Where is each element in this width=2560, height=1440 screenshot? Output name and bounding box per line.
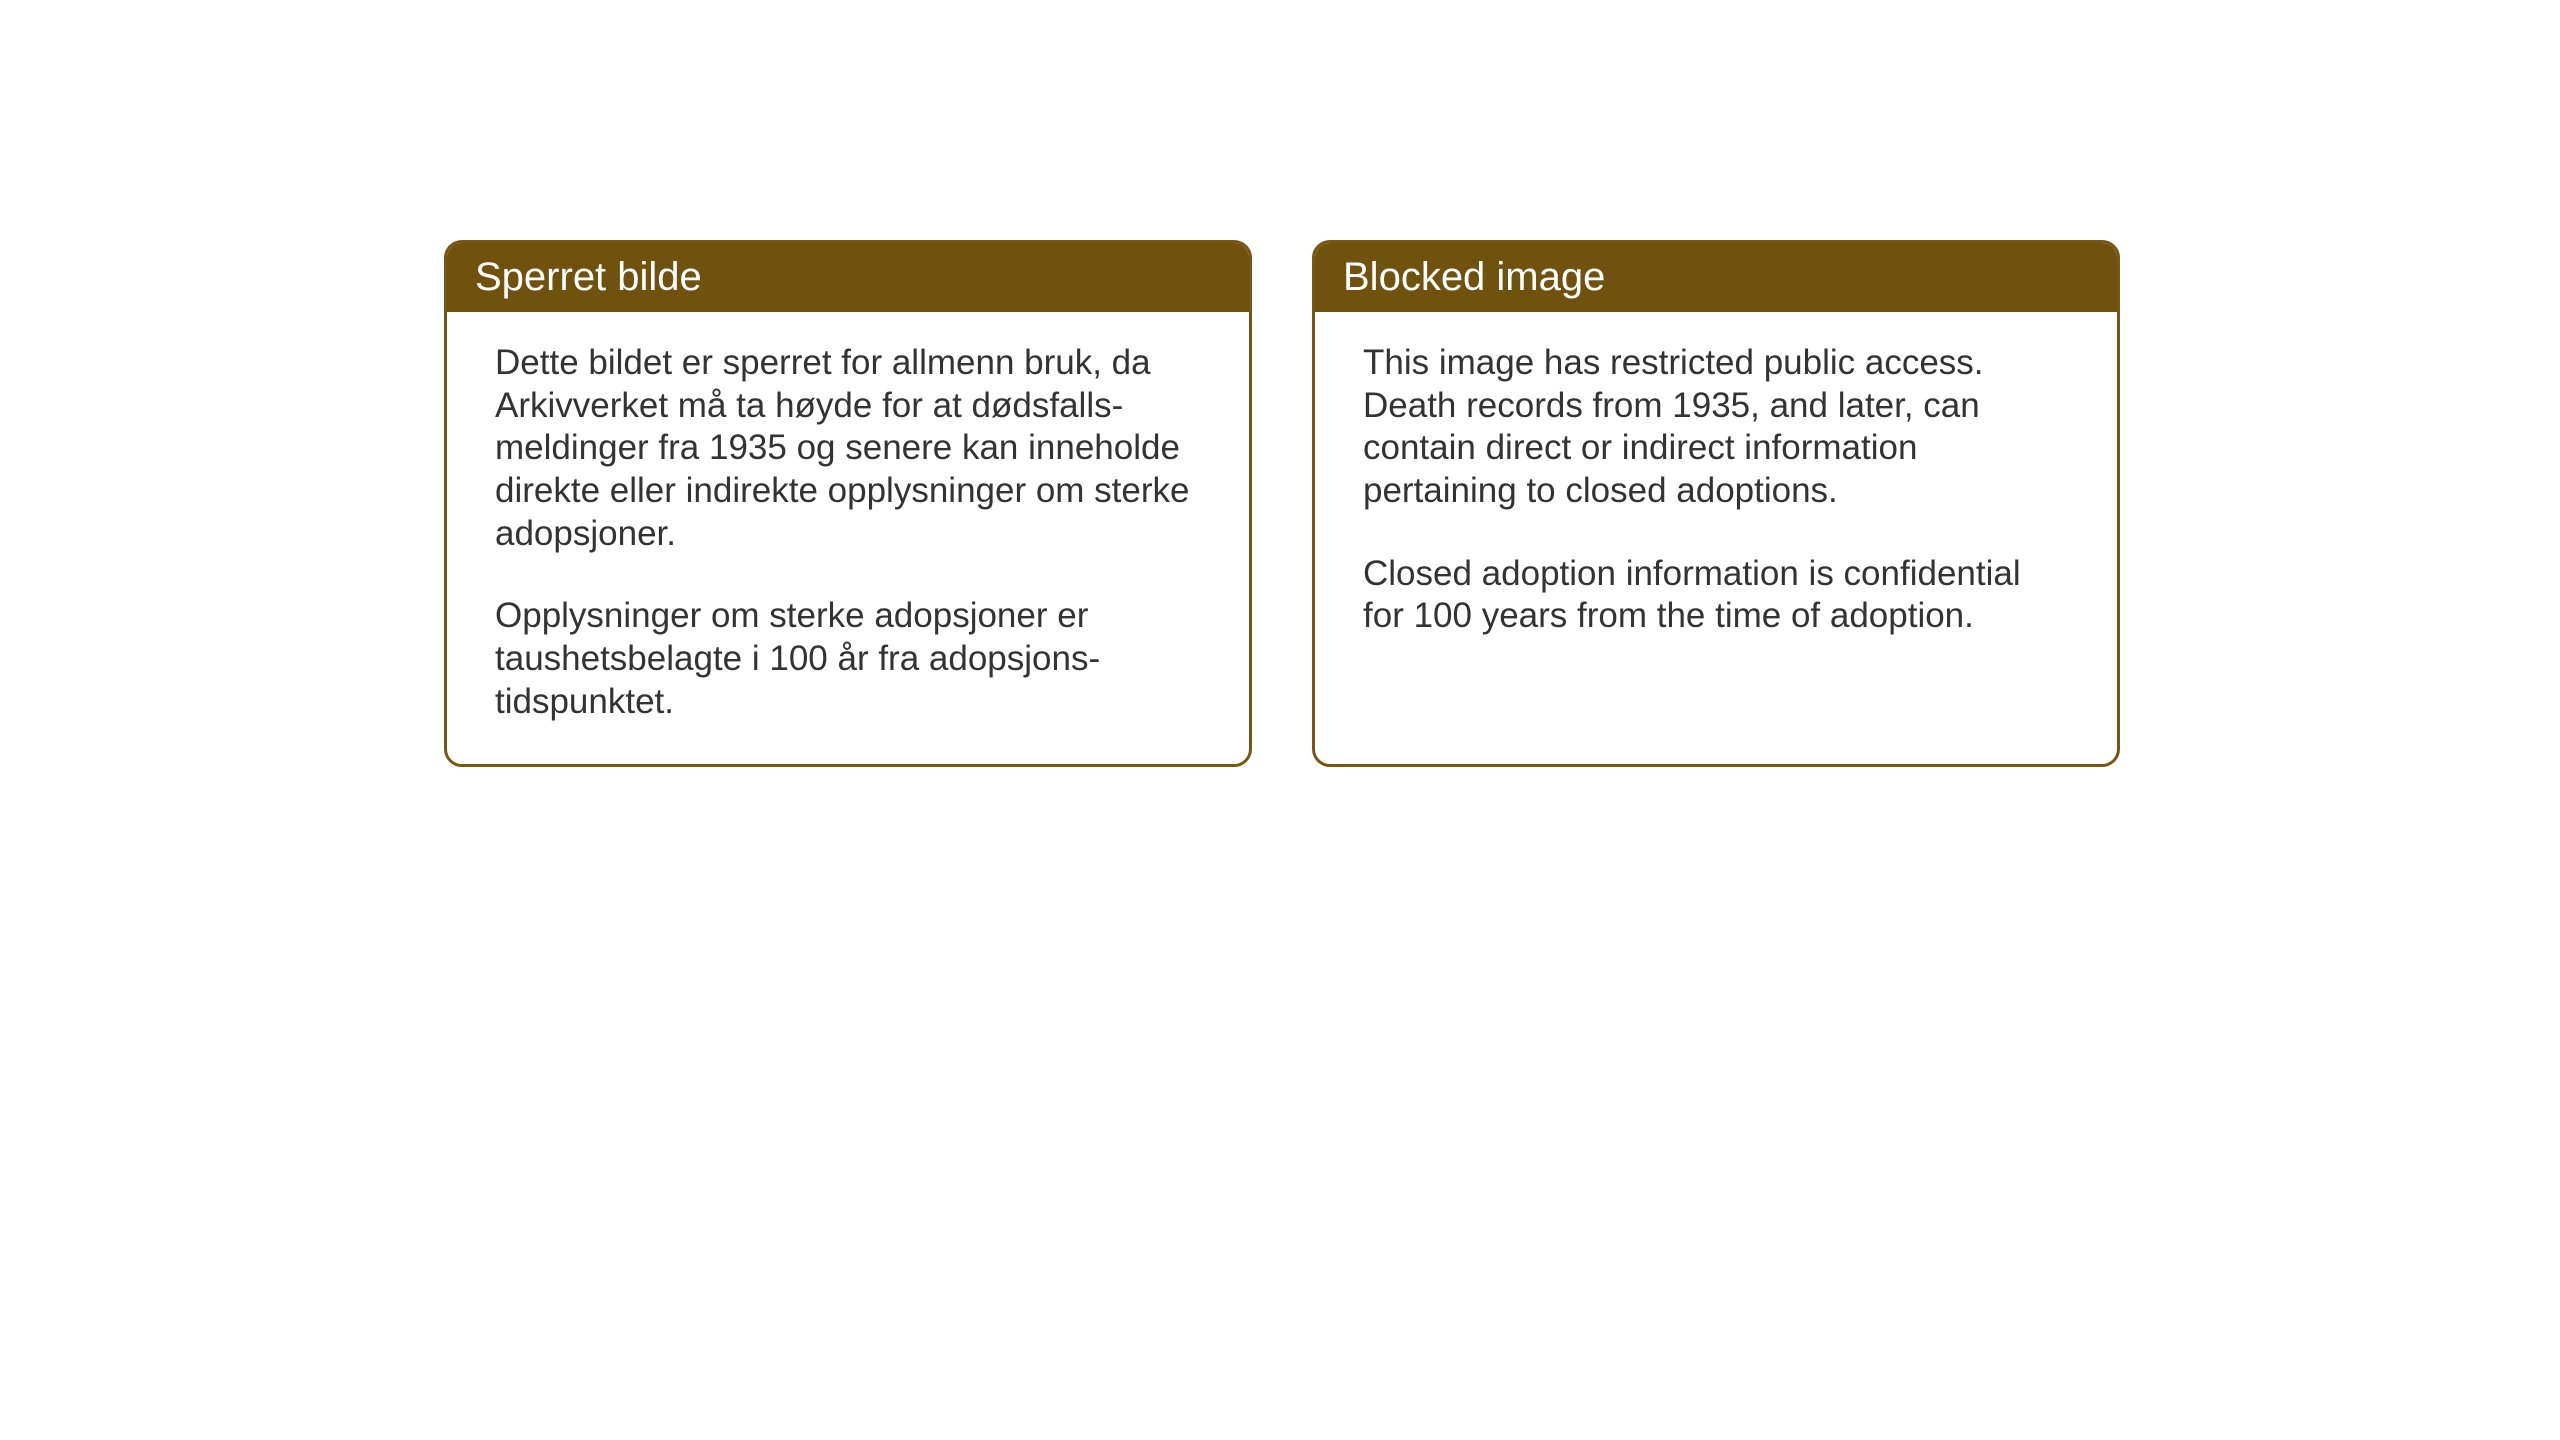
notice-container: Sperret bilde Dette bildet er sperret fo… bbox=[444, 240, 2120, 767]
notice-header-english: Blocked image bbox=[1315, 243, 2117, 312]
notice-body-english: This image has restricted public access.… bbox=[1315, 312, 2117, 678]
notice-card-norwegian: Sperret bilde Dette bildet er sperret fo… bbox=[444, 240, 1252, 767]
notice-header-norwegian: Sperret bilde bbox=[447, 243, 1249, 312]
notice-paragraph-1-english: This image has restricted public access.… bbox=[1363, 342, 2069, 513]
notice-paragraph-2-english: Closed adoption information is confident… bbox=[1363, 553, 2069, 638]
notice-body-norwegian: Dette bildet er sperret for allmenn bruk… bbox=[447, 312, 1249, 764]
notice-card-english: Blocked image This image has restricted … bbox=[1312, 240, 2120, 767]
notice-paragraph-1-norwegian: Dette bildet er sperret for allmenn bruk… bbox=[495, 342, 1201, 555]
notice-paragraph-2-norwegian: Opplysninger om sterke adopsjoner er tau… bbox=[495, 595, 1201, 723]
